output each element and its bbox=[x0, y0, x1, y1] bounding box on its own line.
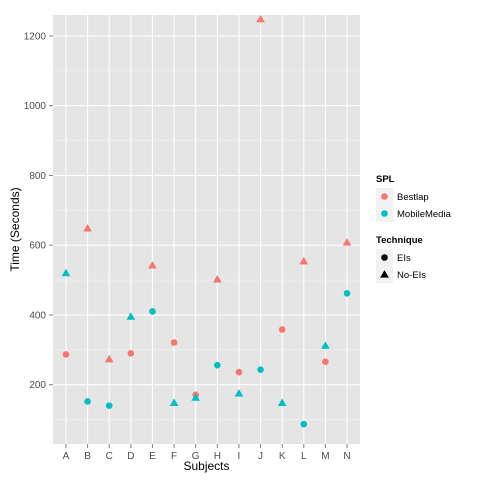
x-tick-label: K bbox=[279, 451, 286, 462]
data-point-f-mobilemedia-no-eis bbox=[169, 398, 179, 406]
data-point-a-mobilemedia-no-eis bbox=[61, 268, 71, 277]
legend-label: MobileMedia bbox=[397, 209, 452, 220]
legend-title: SPL bbox=[376, 174, 395, 185]
data-point-l-mobilemedia-eis bbox=[300, 420, 308, 428]
data-point-n-mobilemedia-eis bbox=[343, 290, 351, 297]
data-point-j-bestlap-no-eis bbox=[256, 14, 265, 23]
x-tick-label: M bbox=[321, 451, 329, 462]
data-point-c-mobilemedia-eis bbox=[105, 402, 113, 409]
x-tick-label: J bbox=[258, 451, 263, 462]
legend-key-circle-icon bbox=[381, 254, 388, 261]
x-tick-label: G bbox=[192, 451, 200, 462]
data-point-g-mobilemedia-no-eis bbox=[191, 393, 201, 401]
y-tick-label: 800 bbox=[29, 171, 46, 182]
data-point-e-bestlap-no-eis bbox=[148, 261, 157, 269]
x-axis: A B C D E F G H I J K L M N bbox=[63, 444, 351, 462]
legend-key-circle-icon bbox=[381, 193, 388, 200]
y-tick-label: 600 bbox=[29, 241, 46, 252]
data-point-b-bestlap-no-eis bbox=[83, 224, 92, 232]
data-point-k-bestlap-eis bbox=[278, 326, 286, 333]
data-point-n-bestlap-no-eis bbox=[342, 238, 352, 246]
data-point-h-mobilemedia-eis bbox=[214, 361, 221, 369]
y-tick-label: 1000 bbox=[24, 101, 47, 112]
data-point-c-bestlap-no-eis bbox=[104, 354, 114, 363]
x-tick-label: I bbox=[238, 451, 241, 462]
legend-key-triangle-icon bbox=[380, 270, 389, 278]
legend-label: EIs bbox=[397, 253, 411, 264]
data-point-a-bestlap-eis bbox=[62, 351, 70, 358]
plot-panel bbox=[53, 15, 360, 444]
data-point-l-bestlap-no-eis bbox=[299, 256, 309, 265]
data-point-i-mobilemedia-no-eis bbox=[234, 389, 244, 397]
legend-label: No-EIs bbox=[397, 270, 426, 281]
x-tick-label: N bbox=[343, 451, 350, 462]
data-point-f-bestlap-eis bbox=[170, 339, 178, 346]
data-point-e-mobilemedia-eis bbox=[149, 308, 156, 315]
x-tick-label: B bbox=[84, 451, 91, 462]
y-tick-label: 1200 bbox=[24, 31, 47, 42]
y-axis: 200 400 600 800 1000 1200 bbox=[24, 31, 53, 391]
minor-gridlines bbox=[53, 70, 360, 420]
legend-title: Technique bbox=[376, 235, 423, 246]
data-point-i-bestlap-eis bbox=[235, 368, 243, 376]
data-point-h-bestlap-no-eis bbox=[212, 275, 222, 283]
data-points bbox=[61, 14, 352, 428]
data-point-k-mobilemedia-no-eis bbox=[277, 398, 287, 406]
y-tick-label: 400 bbox=[29, 310, 46, 321]
data-point-j-mobilemedia-eis bbox=[257, 366, 264, 374]
x-tick-label: F bbox=[171, 451, 177, 462]
legend-label: Bestlap bbox=[397, 192, 429, 203]
x-tick-label: H bbox=[214, 451, 221, 462]
legend-key-circle-icon bbox=[381, 210, 388, 217]
x-axis-title: Subjects bbox=[183, 459, 229, 473]
x-tick-label: E bbox=[149, 451, 156, 462]
y-tick-label: 200 bbox=[29, 380, 46, 391]
data-point-m-bestlap-eis bbox=[322, 358, 329, 365]
data-point-d-mobilemedia-no-eis bbox=[126, 312, 136, 320]
data-point-m-mobilemedia-no-eis bbox=[321, 341, 330, 349]
data-point-d-bestlap-eis bbox=[127, 350, 135, 357]
x-tick-label: L bbox=[301, 451, 307, 462]
x-tick-label: A bbox=[63, 451, 70, 462]
y-axis-title: Time (Seconds) bbox=[8, 187, 22, 271]
x-tick-label: C bbox=[106, 451, 113, 462]
data-point-b-mobilemedia-eis bbox=[84, 398, 91, 405]
x-tick-label: D bbox=[127, 451, 134, 462]
